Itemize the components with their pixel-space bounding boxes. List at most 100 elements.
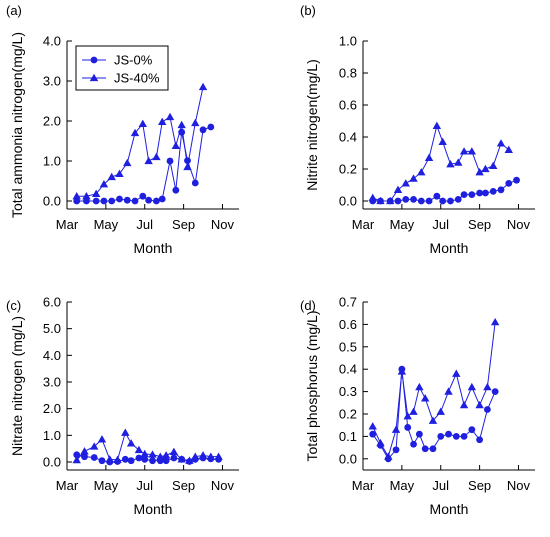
x-tick-label: May [390,217,415,232]
data-point [100,197,108,205]
x-tick-label: Jul [136,478,153,493]
data-point [206,452,216,460]
legend: JS-0% JS-40% [75,45,169,91]
data-point [158,195,166,203]
y-tick-label: 4.0 [43,34,61,49]
y-tick-label: 1.0 [339,34,357,49]
legend-triangle-marker [89,73,99,82]
series-triangle [72,428,223,464]
data-point [376,196,385,205]
data-point [199,126,207,134]
data-point [131,197,139,205]
x-tick-label: Jul [432,478,449,493]
data-point [144,156,153,165]
data-point [429,445,437,453]
series-line [76,126,211,202]
data-point [191,118,200,127]
x-tick-label: Nov [507,478,531,493]
data-point [72,455,81,464]
y-tick-label: 1.0 [43,154,61,169]
data-point [80,447,89,455]
data-point [139,192,147,200]
data-point [123,196,131,204]
x-axis-title: Month [134,501,173,517]
y-tick-label: 0.6 [339,98,357,113]
panel-label: (a) [6,3,22,18]
x-tick-label: Nov [507,217,531,232]
y-tick-label: 0.6 [339,317,357,332]
data-point [91,189,101,197]
data-point [99,180,109,188]
data-point [452,433,460,440]
data-point [483,382,492,391]
data-point [491,388,499,395]
data-point [98,457,106,465]
data-point [391,425,401,433]
data-point [417,197,425,205]
data-point [460,433,468,440]
data-point [394,197,402,205]
x-tick-label: Nov [211,217,235,232]
series-triangle [368,121,513,205]
data-point [368,422,377,430]
data-point [445,430,452,438]
data-point [476,436,484,444]
data-point [127,457,135,465]
data-point [376,438,385,447]
legend-box [75,45,169,91]
data-point [191,179,199,187]
data-point [369,430,377,438]
data-point [409,174,418,182]
data-point [489,161,498,169]
data-point [214,452,223,460]
y-tick-label: 5.0 [43,321,61,336]
series-line [372,124,510,202]
data-point [116,195,123,203]
data-point [482,189,489,197]
chart-panel-1: 0.0 1.0 2.0 3.0 4.0 Mar May Jul Sep Nov Month Total… [6,3,239,256]
series-triangle [368,317,500,460]
x-tick-label: Jul [136,217,153,232]
y-tick-label: 0.0 [339,451,357,466]
data-point [165,112,175,121]
data-point [161,451,171,459]
chart-panel-4: 0.0 0.1 0.2 0.3 0.4 0.5 0.6 0.7 Mar May Jul Sep Nov M… [300,295,535,517]
x-tick-label: Sep [468,217,491,232]
y-tick-label: 6.0 [43,295,61,310]
y-tick-label: 1.0 [43,428,61,443]
data-point [496,139,506,147]
data-point [420,394,430,402]
data-point [149,457,156,465]
data-point [97,435,107,443]
data-point [121,428,130,436]
data-point [433,192,441,200]
data-point [153,197,160,205]
y-tick-label: 2.0 [43,114,61,129]
data-point [177,455,186,463]
x-tick-label: Sep [468,478,491,493]
data-point [454,158,463,166]
data-point [392,446,400,454]
y-tick-label: 4.0 [43,348,61,363]
y-tick-label: 2.0 [43,401,61,416]
x-tick-label: Mar [352,478,375,493]
panel-label: (d) [300,298,316,313]
data-point [410,440,417,448]
series-circle [369,365,499,463]
data-point [393,185,403,193]
data-point [108,197,116,205]
data-point [130,128,140,137]
x-tick-label: May [94,217,119,232]
y-tick-label: 0.2 [339,162,357,177]
data-point [198,82,208,91]
chart-panel-2: 0.0 0.2 0.4 0.6 0.8 1.0 Mar May Jul Sep Nov Month Ni… [300,3,535,256]
data-point [73,451,81,459]
y-tick-label: 3.0 [43,375,61,390]
data-point [134,445,144,454]
x-tick-label: Sep [172,217,195,232]
y-tick-label: 0.1 [339,429,357,444]
data-point [425,197,433,205]
data-point [368,193,377,201]
panel-label: (b) [300,3,316,18]
data-point [447,197,454,205]
